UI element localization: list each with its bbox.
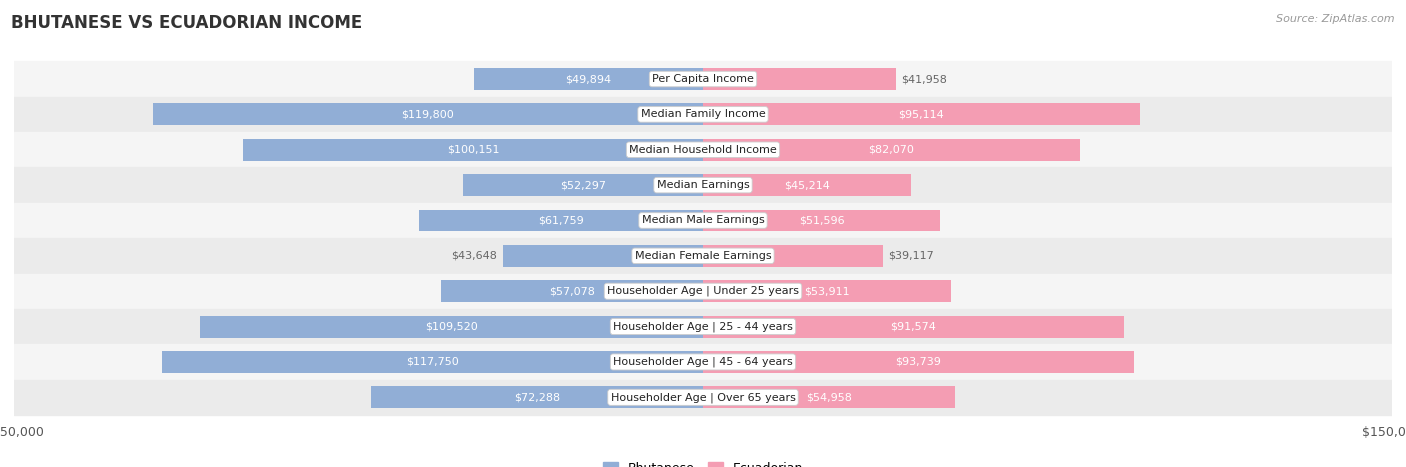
Text: Median Household Income: Median Household Income <box>628 145 778 155</box>
Bar <box>703 103 1140 125</box>
Text: $54,958: $54,958 <box>806 392 852 402</box>
Text: $72,288: $72,288 <box>515 392 560 402</box>
Bar <box>14 238 1392 274</box>
Bar <box>200 316 703 338</box>
Text: Median Female Earnings: Median Female Earnings <box>634 251 772 261</box>
Text: $52,297: $52,297 <box>560 180 606 190</box>
Bar <box>14 274 1392 309</box>
Text: $91,574: $91,574 <box>890 322 936 332</box>
Text: $53,911: $53,911 <box>804 286 849 296</box>
Text: $45,214: $45,214 <box>785 180 830 190</box>
Text: $41,958: $41,958 <box>901 74 948 84</box>
Bar <box>441 280 703 302</box>
Text: $100,151: $100,151 <box>447 145 499 155</box>
Text: $61,759: $61,759 <box>538 215 583 226</box>
Bar <box>703 245 883 267</box>
Bar <box>14 97 1392 132</box>
Text: $93,739: $93,739 <box>896 357 941 367</box>
Text: Householder Age | Over 65 years: Householder Age | Over 65 years <box>610 392 796 403</box>
Text: $95,114: $95,114 <box>898 109 945 120</box>
Text: Source: ZipAtlas.com: Source: ZipAtlas.com <box>1277 14 1395 24</box>
Bar <box>14 168 1392 203</box>
Text: Median Earnings: Median Earnings <box>657 180 749 190</box>
Bar <box>703 210 941 232</box>
Bar <box>463 174 703 196</box>
Bar <box>14 132 1392 168</box>
Bar <box>162 351 703 373</box>
Legend: Bhutanese, Ecuadorian: Bhutanese, Ecuadorian <box>598 457 808 467</box>
Text: $51,596: $51,596 <box>799 215 844 226</box>
Text: BHUTANESE VS ECUADORIAN INCOME: BHUTANESE VS ECUADORIAN INCOME <box>11 14 363 32</box>
Bar <box>14 61 1392 97</box>
Bar <box>14 309 1392 344</box>
Bar <box>703 351 1133 373</box>
Bar <box>703 386 956 408</box>
Text: Median Male Earnings: Median Male Earnings <box>641 215 765 226</box>
Bar <box>14 203 1392 238</box>
Text: $117,750: $117,750 <box>406 357 458 367</box>
Bar <box>703 316 1123 338</box>
Text: $82,070: $82,070 <box>869 145 914 155</box>
Bar <box>371 386 703 408</box>
Text: $57,078: $57,078 <box>548 286 595 296</box>
Bar <box>703 280 950 302</box>
Bar <box>243 139 703 161</box>
Text: $49,894: $49,894 <box>565 74 612 84</box>
Text: $43,648: $43,648 <box>451 251 496 261</box>
Text: $109,520: $109,520 <box>425 322 478 332</box>
Bar <box>474 68 703 90</box>
Text: $119,800: $119,800 <box>402 109 454 120</box>
Text: Householder Age | 45 - 64 years: Householder Age | 45 - 64 years <box>613 357 793 367</box>
Text: Householder Age | Under 25 years: Householder Age | Under 25 years <box>607 286 799 297</box>
Bar <box>703 174 911 196</box>
Bar <box>14 380 1392 415</box>
Text: Median Family Income: Median Family Income <box>641 109 765 120</box>
Bar <box>703 68 896 90</box>
Bar <box>502 245 703 267</box>
Text: $39,117: $39,117 <box>889 251 934 261</box>
Bar <box>14 344 1392 380</box>
Bar <box>153 103 703 125</box>
Text: Householder Age | 25 - 44 years: Householder Age | 25 - 44 years <box>613 321 793 332</box>
Bar <box>419 210 703 232</box>
Bar <box>703 139 1080 161</box>
Text: Per Capita Income: Per Capita Income <box>652 74 754 84</box>
